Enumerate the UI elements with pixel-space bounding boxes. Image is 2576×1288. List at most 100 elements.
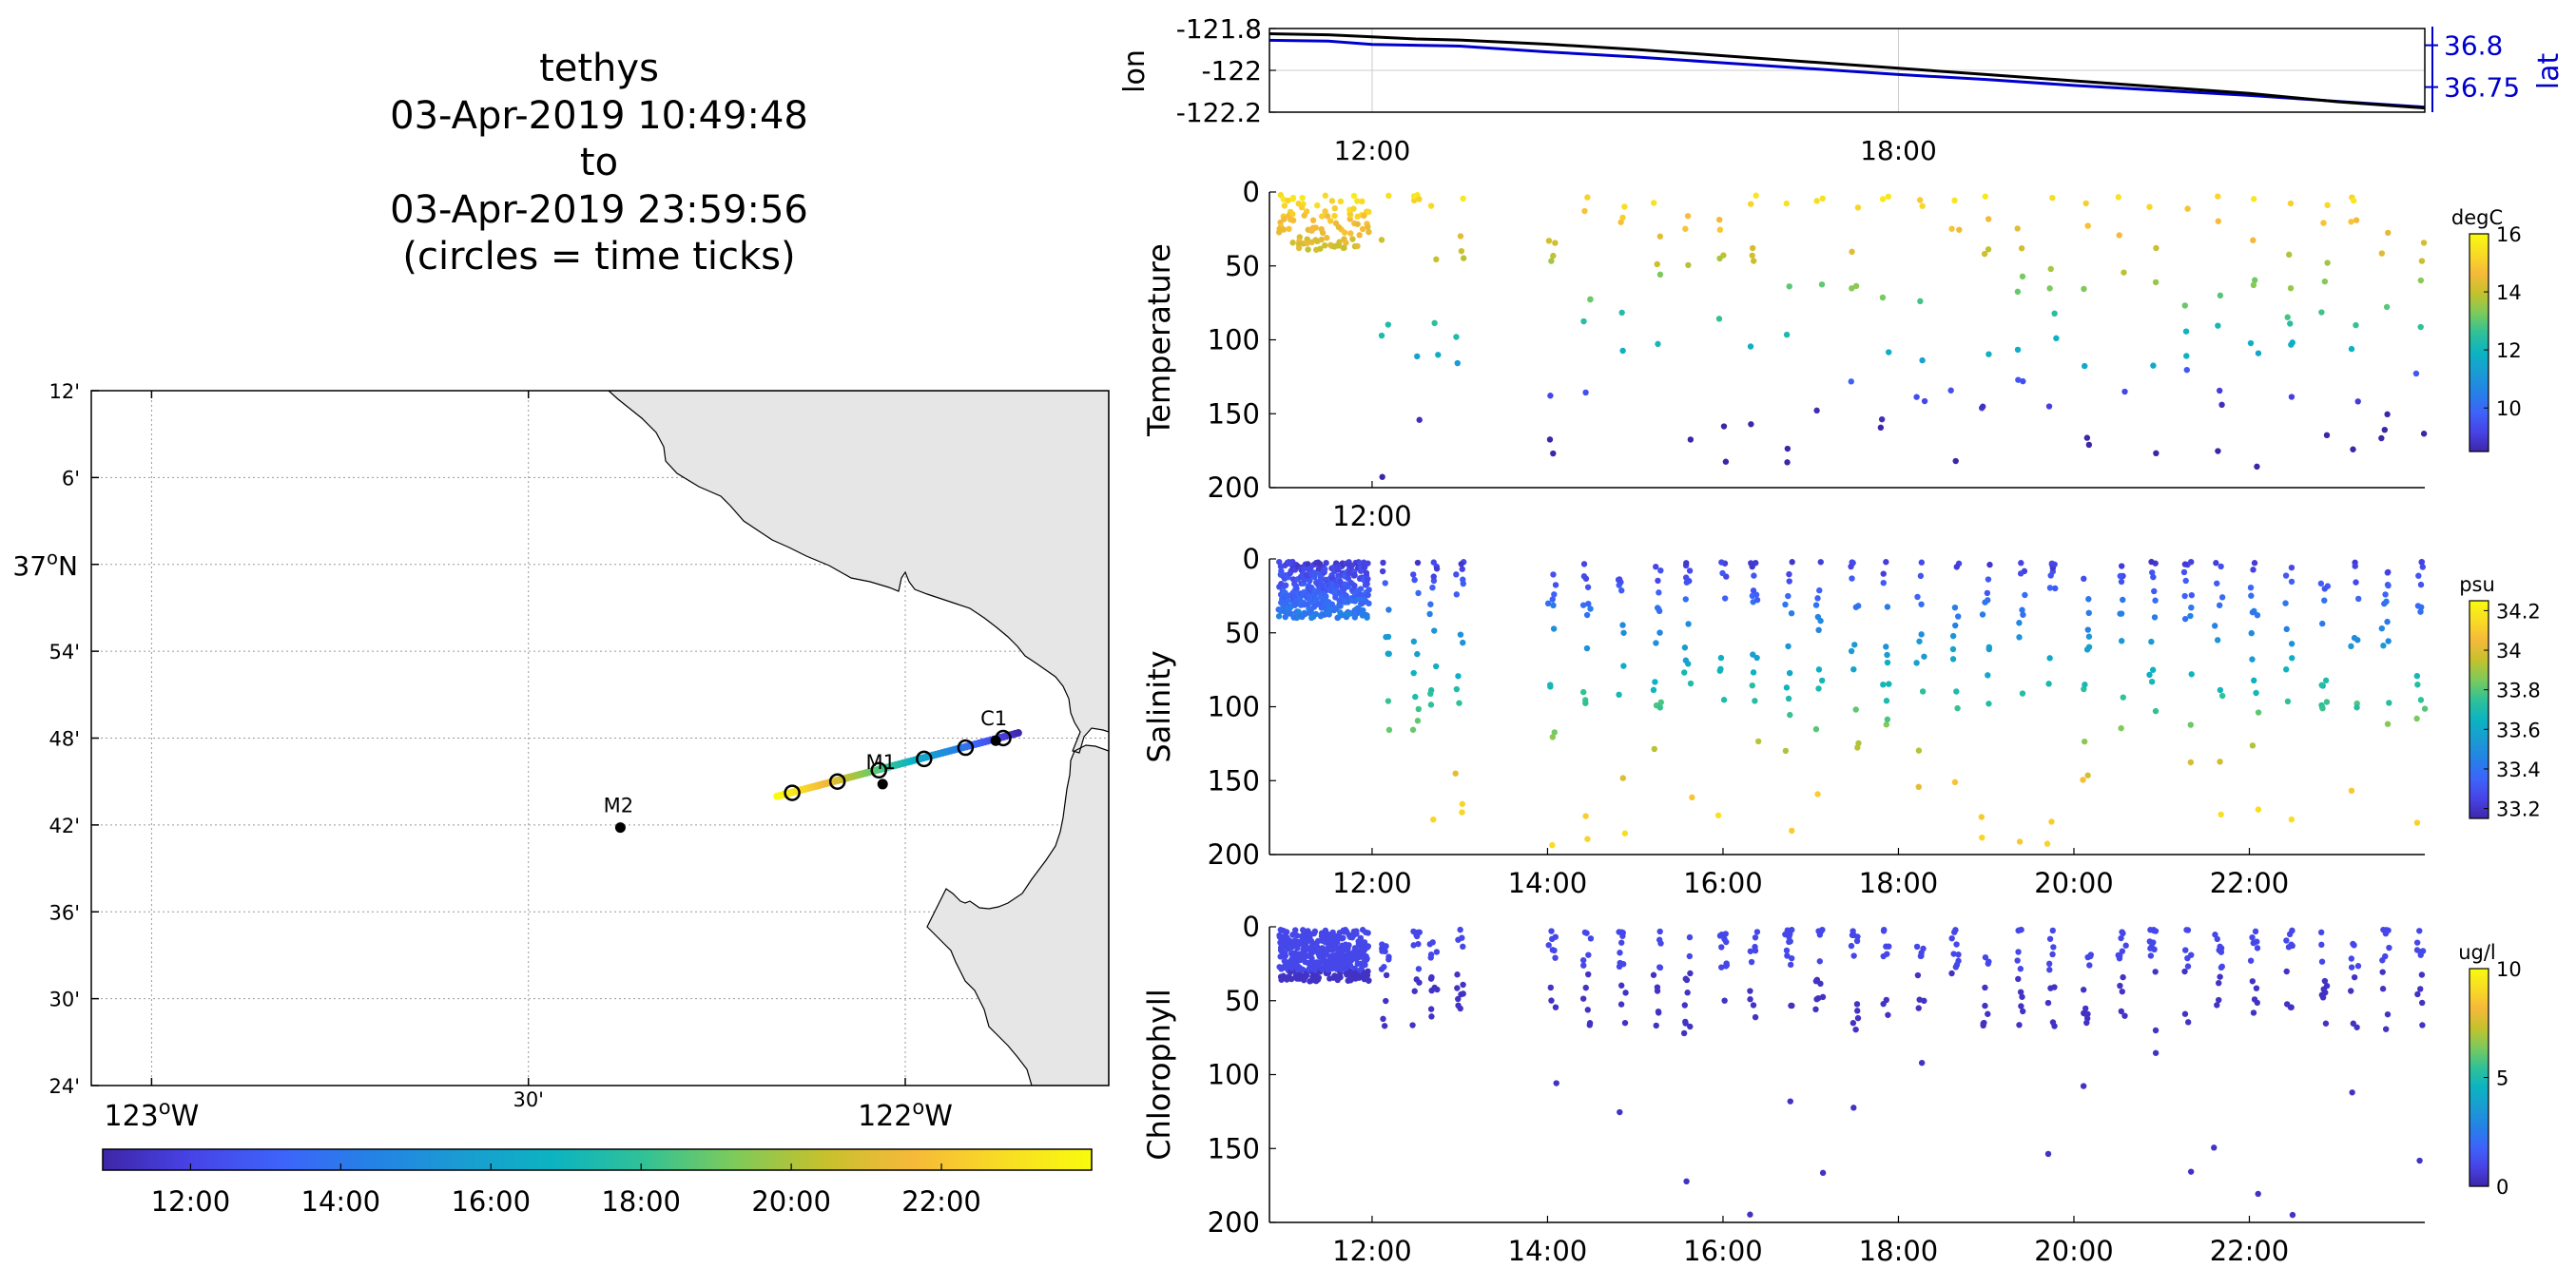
temp-data-point (1416, 416, 1423, 423)
chl-data-point (1365, 977, 1372, 984)
sal-data-point (1849, 575, 1855, 582)
sal-data-point (1584, 836, 1591, 842)
sal-data-point (1754, 738, 1762, 745)
sal-ytick-label: 50 (1225, 617, 1260, 649)
temp-data-point (2412, 370, 2420, 377)
chl-data-point (1819, 926, 1826, 933)
map-xtick-label-dir: W (171, 1100, 200, 1133)
sal-data-point (1749, 682, 1755, 689)
chl-data-point (1454, 985, 1461, 991)
chl-data-point (1819, 993, 1827, 1001)
sal-data-point (2217, 759, 2223, 765)
sal-data-point (1460, 639, 1466, 646)
sal-data-point (1884, 716, 1891, 723)
sal-data-point (2218, 692, 2226, 700)
chl-data-point (2080, 1083, 2087, 1089)
chl-data-point (2015, 975, 2022, 983)
sal-data-point (2043, 840, 2051, 847)
chl-data-point (2253, 985, 2260, 991)
map-xtick-label-sup: o (912, 1096, 924, 1119)
sal-data-point (2151, 614, 2159, 621)
chl-data-point (2318, 958, 2326, 965)
sal-data-point (1986, 561, 1993, 568)
temp-data-point (1286, 225, 1292, 233)
moorings: M2 M1 C1 (604, 707, 1007, 834)
sal-data-point (2251, 560, 2258, 567)
temp-data-point (1716, 226, 1724, 233)
sal-data-point (2046, 655, 2053, 662)
map-land (608, 391, 1109, 1086)
chl-data-point (1411, 988, 1418, 994)
chl-data-point (1747, 996, 1753, 1003)
mooring-marker (990, 735, 1001, 746)
chl-data-point (2017, 989, 2024, 995)
temp-data-point (1854, 204, 1862, 211)
chl-data-point (1413, 976, 1420, 983)
chl-data-point (2214, 1002, 2220, 1009)
sal-data-point (1411, 576, 1418, 584)
chl-data-point (2216, 979, 2222, 987)
chl-data-point (2212, 932, 2218, 938)
map-ytick-label: 37oN (12, 548, 78, 582)
temp-data-point (1877, 424, 1885, 432)
temp-data-point (2381, 426, 2389, 433)
chl-data-point (2119, 988, 2125, 995)
map-ytick-label: 36' (49, 901, 81, 924)
chl-data-point (1413, 932, 1421, 940)
chl-data-point (1680, 1029, 1688, 1037)
sal-data-point (1587, 606, 1594, 612)
temp-data-point (1460, 255, 1467, 261)
chl-data-point (1457, 1005, 1463, 1012)
chl-data-point (1914, 971, 1922, 979)
sal-data-point (2354, 595, 2362, 603)
temp-data-point (1328, 198, 1336, 204)
sal-data-point (2413, 819, 2421, 826)
chl-data-point (2051, 984, 2058, 990)
sal-data-point (1915, 783, 1922, 791)
temp-data-point (1818, 281, 1826, 288)
sal-data-point (1719, 569, 1726, 577)
header-to: to (580, 141, 618, 184)
map-xtick-label-dir: W (924, 1100, 953, 1133)
sal-data-point (1918, 601, 1925, 607)
chl-data-point (2187, 1168, 2195, 1175)
temp-ylabel: Temperature (1141, 243, 1177, 437)
chl-data-point (1428, 987, 1435, 994)
sal-data-point (2080, 777, 2086, 783)
sal-data-point (1385, 726, 1393, 734)
chl-data-point (1383, 997, 1389, 1005)
chl-data-point (2417, 952, 2424, 958)
sal-data-point (1314, 589, 1321, 596)
sal-data-point (1685, 621, 1692, 627)
time-tick-circle (828, 773, 846, 790)
sal-colorbar-tick-label: 33.8 (2496, 680, 2541, 702)
sal-data-point (1282, 582, 1289, 588)
sal-data-point (1954, 704, 1961, 712)
temp-data-point (2018, 245, 2025, 252)
sal-data-point (1459, 566, 1465, 572)
temp-data-point (1299, 194, 1306, 202)
chl-data-point (2049, 1019, 2057, 1026)
chl-data-point (1454, 971, 1461, 978)
temp-data-point (1322, 241, 1328, 249)
temp-ytick-label: 100 (1208, 324, 1260, 356)
sal-data-point (1814, 613, 1822, 621)
chl-data-point (1852, 1026, 1859, 1033)
chl-data-point (1681, 1002, 1688, 1009)
sal-data-point (2288, 816, 2295, 823)
temp-data-point (1350, 205, 1357, 212)
chl-data-point (2121, 1012, 2128, 1019)
sal-data-point (1789, 827, 1795, 835)
sal-data-point (1953, 564, 1960, 570)
chl-colorbar-tick-label: 10 (2496, 958, 2522, 981)
sal-data-point (1721, 595, 1729, 602)
temp-data-point (2046, 285, 2053, 292)
sal-data-point (2249, 608, 2256, 616)
time-tick-circle (870, 761, 888, 779)
chl-data-point (1819, 1169, 1827, 1177)
temp-data-point (1309, 217, 1317, 223)
sal-data-point (1544, 600, 1552, 607)
temp-data-point (1347, 230, 1354, 237)
chl-data-point (1429, 939, 1436, 946)
temp-colorbar-tick-label: 16 (2496, 223, 2522, 246)
